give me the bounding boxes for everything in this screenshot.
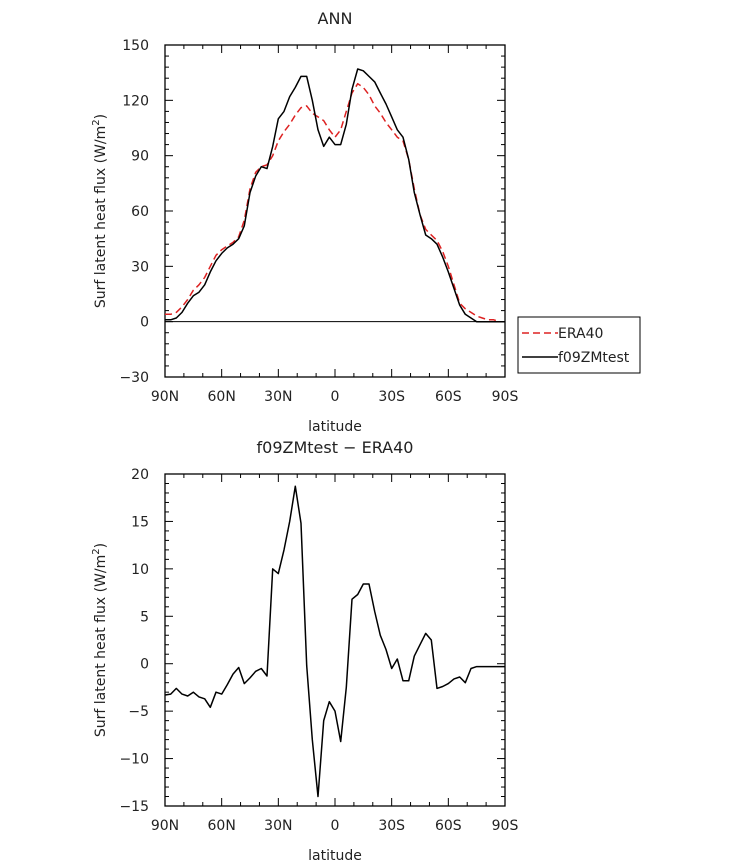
series-line-f09zmtest [165, 68, 505, 323]
y-axis-label: Surf latent heat flux (W/m2) [91, 114, 109, 308]
top-panel: ANN 90N 60N 30N 0 30S 60S 90S −30 0 30 60 90 120 150 la… [91, 9, 641, 435]
y-tick-label: −15 [119, 799, 149, 815]
x-tick-label: 90N [151, 389, 179, 405]
y-tick-label: 20 [131, 467, 149, 483]
x-tick-label: 30S [378, 818, 405, 834]
y-axis-label: Surf latent heat flux (W/m2) [91, 543, 109, 737]
y-tick-label: −10 [119, 752, 149, 768]
x-tick-label: 60S [435, 818, 462, 834]
y-tick-label: 150 [122, 38, 149, 54]
plot-frame [164, 473, 506, 807]
bottom-panel: f09ZMtest − ERA40 90N 60N 30N 0 30S 60S 90S −15 −… [91, 438, 518, 864]
series-line-era40 [165, 82, 505, 323]
x-tick-label: 0 [331, 389, 340, 405]
x-tick-label: 90S [492, 389, 519, 405]
y-axis-label-close: ) [93, 114, 109, 119]
x-tick-label: 30N [264, 818, 292, 834]
y-tick-label: 30 [131, 259, 149, 275]
y-axis-label-close: ) [93, 543, 109, 548]
y-tick-label: 10 [131, 562, 149, 578]
y-tick-label: 5 [140, 609, 149, 625]
plot-frame [164, 44, 506, 378]
legend-label-f09zmtest: f09ZMtest [558, 350, 630, 366]
x-tick-label: 60N [208, 389, 236, 405]
legend: ERA40 f09ZMtest [517, 316, 641, 374]
x-tick-label: 30S [378, 389, 405, 405]
y-axis-label-main: Surf latent heat flux (W/m [93, 555, 109, 737]
y-tick-label: −5 [128, 704, 149, 720]
x-tick-label: 60N [208, 818, 236, 834]
y-axis-label-sup: 2 [91, 119, 102, 125]
y-tick-label: −30 [119, 370, 149, 386]
legend-box [517, 316, 641, 374]
chart-title: f09ZMtest − ERA40 [257, 438, 414, 457]
y-tick-label: 0 [140, 315, 149, 331]
x-tick-label: 60S [435, 389, 462, 405]
chart-title: ANN [318, 9, 353, 28]
x-tick-label: 30N [264, 389, 292, 405]
y-tick-label: 90 [131, 149, 149, 165]
y-axis-label-main: Surf latent heat flux (W/m [93, 126, 109, 308]
x-axis-label: latitude [308, 848, 362, 864]
x-tick-label: 0 [331, 818, 340, 834]
y-tick-label: 15 [131, 514, 149, 530]
y-axis-label-sup: 2 [91, 548, 102, 554]
y-tick-label: 60 [131, 204, 149, 220]
x-axis-label: latitude [308, 419, 362, 435]
legend-label-era40: ERA40 [558, 326, 603, 342]
series-line-difference [165, 485, 505, 798]
y-tick-label: 120 [122, 93, 149, 109]
y-tick-label: 0 [140, 657, 149, 673]
x-tick-label: 90S [492, 818, 519, 834]
x-tick-label: 90N [151, 818, 179, 834]
